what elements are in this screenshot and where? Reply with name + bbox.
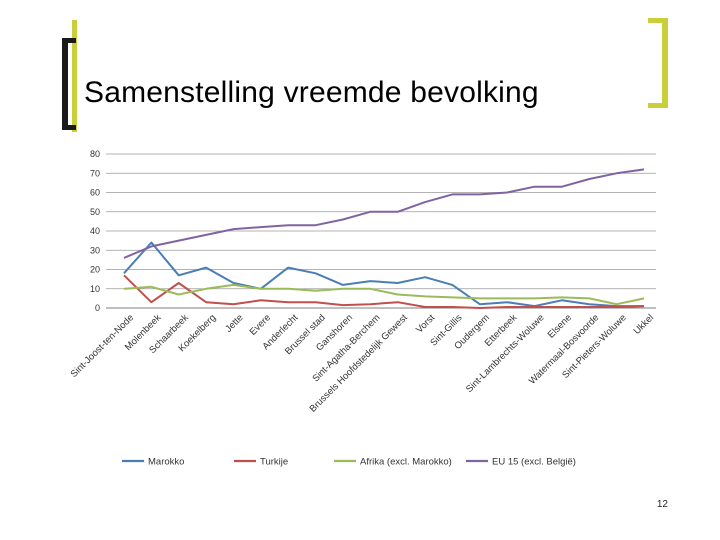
series-line xyxy=(123,274,645,309)
legend-label: Turkije xyxy=(260,457,288,468)
y-tick-label: 80 xyxy=(90,149,100,159)
legend: Marokko Turkije Afrika (excl. Marokko) EU 1… xyxy=(122,457,576,468)
legend-label: Marokko xyxy=(148,457,184,468)
y-axis-ticks: 0 10 20 30 40 50 60 70 80 xyxy=(90,149,100,313)
x-tick-label: Vorst xyxy=(414,312,437,335)
bracket-right xyxy=(648,18,668,108)
series-line xyxy=(123,168,645,259)
slide-title: Samenstelling vreemde bevolking xyxy=(84,76,539,109)
grid xyxy=(106,153,656,309)
page-number: 12 xyxy=(656,499,668,510)
y-tick-label: 20 xyxy=(90,265,100,275)
legend-label: EU 15 (excl. België) xyxy=(492,457,576,468)
accent-bar-left xyxy=(72,20,77,132)
chart: 0 10 20 30 40 50 60 70 80 Sint-Joost-ten-Node Mol… xyxy=(44,140,670,480)
line-chart: 0 10 20 30 40 50 60 70 80 Sint-Joost-ten-NodeMol… xyxy=(69,149,657,468)
legend-label: Afrika (excl. Marokko) xyxy=(360,457,452,468)
series xyxy=(123,168,645,309)
y-tick-label: 60 xyxy=(90,188,100,198)
series-line xyxy=(123,241,644,308)
bracket-left xyxy=(62,38,76,130)
y-tick-label: 40 xyxy=(90,226,100,236)
x-tick-label: Evere xyxy=(248,312,273,337)
x-tick-label: Jette xyxy=(223,312,245,334)
y-tick-label: 70 xyxy=(90,168,100,178)
x-axis-ticks: Sint-Joost-ten-NodeMolenbeekSchaarbeekKo… xyxy=(69,312,657,414)
y-tick-label: 0 xyxy=(95,303,100,313)
x-tick-label: Ukkel xyxy=(632,312,657,337)
y-tick-label: 10 xyxy=(90,284,100,294)
y-tick-label: 30 xyxy=(90,245,100,255)
y-tick-label: 50 xyxy=(90,207,100,217)
series-line xyxy=(123,283,645,306)
